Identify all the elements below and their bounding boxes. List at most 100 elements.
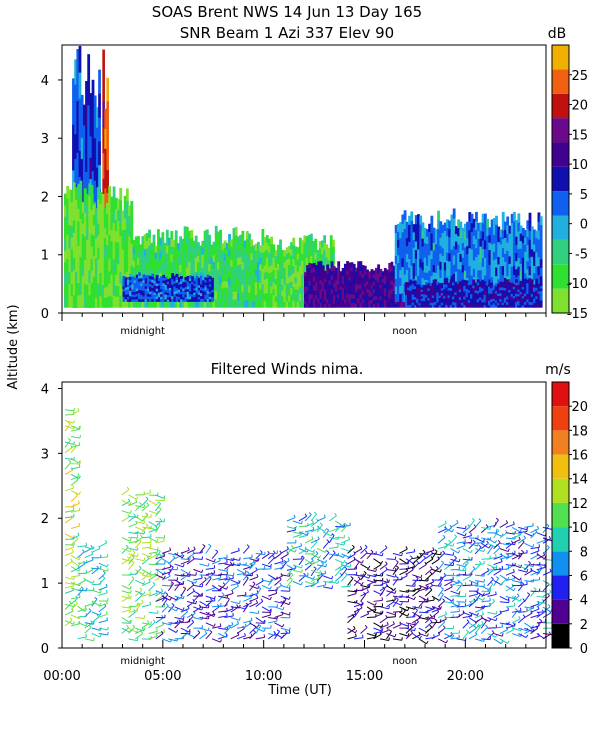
snr-cell xyxy=(321,290,325,296)
wind-barb-flag xyxy=(72,485,75,489)
snr-cell xyxy=(234,283,238,292)
snr-cell xyxy=(363,282,367,287)
snr-cell xyxy=(481,266,485,276)
snr-cell xyxy=(419,275,423,285)
snr-cell xyxy=(184,286,188,290)
wind-barb-flag xyxy=(225,586,229,590)
snr-cell xyxy=(408,249,411,260)
wind-barb xyxy=(193,616,203,621)
snr-cell xyxy=(290,281,293,289)
snr-cell xyxy=(434,236,438,245)
snr-cell xyxy=(420,284,424,288)
wind-barb-flag xyxy=(72,507,75,511)
wind-barb-flag xyxy=(257,623,261,627)
wind-barb xyxy=(141,525,149,533)
snr-cell xyxy=(326,264,330,270)
snr-cell xyxy=(429,304,433,308)
snr-cell xyxy=(199,298,203,302)
snr-cell xyxy=(392,274,396,279)
wind-barb xyxy=(155,551,161,560)
wind-barb xyxy=(230,585,239,592)
snr-cell xyxy=(483,248,487,258)
snr-cell xyxy=(422,293,426,297)
snr-cell xyxy=(70,260,74,273)
snr-cell xyxy=(452,279,455,283)
snr-cell xyxy=(182,279,186,282)
snr-cell xyxy=(377,281,381,287)
snr-cell xyxy=(503,282,507,286)
snr-cell xyxy=(479,299,482,303)
snr-cell xyxy=(467,282,471,286)
wind-barb xyxy=(218,610,228,613)
snr-cell xyxy=(419,224,423,234)
snr-cell xyxy=(377,272,381,278)
snr-cell xyxy=(359,274,363,281)
snr-cell xyxy=(66,246,70,260)
wind-barb xyxy=(70,597,79,605)
snr-cell xyxy=(370,303,374,308)
snr-cell xyxy=(177,281,181,285)
wind-barb xyxy=(211,574,222,577)
wind-barb-flag xyxy=(359,545,363,550)
snr-cell xyxy=(467,304,471,308)
snr-cell xyxy=(377,277,381,282)
wind-barb xyxy=(98,619,108,624)
snr-cell xyxy=(337,265,341,271)
wind-barb-flag xyxy=(75,492,79,496)
wind-barb xyxy=(155,503,162,512)
snr-cell xyxy=(423,227,427,236)
snr-cell xyxy=(303,235,307,244)
snr-cell xyxy=(186,286,190,290)
snr-cell xyxy=(186,278,190,282)
snr-cell xyxy=(93,95,97,118)
snr-cell xyxy=(490,298,494,303)
snr-cell xyxy=(81,212,85,224)
wind-barb-flag xyxy=(149,489,152,493)
snr-cell xyxy=(467,284,471,288)
snr-cell xyxy=(434,298,437,303)
wind-barb xyxy=(211,577,221,581)
snr-cell xyxy=(70,213,74,226)
snr-cell xyxy=(173,288,177,292)
snr-cell xyxy=(521,272,525,280)
wind-barb xyxy=(268,616,278,620)
snr-cell xyxy=(361,281,365,287)
wind-barb xyxy=(64,551,74,557)
wind-barb xyxy=(310,527,320,533)
snr-cell xyxy=(217,284,220,293)
snr-cell xyxy=(101,284,105,297)
snr-cell xyxy=(128,225,131,237)
wind-barb-flag xyxy=(361,602,364,606)
wind-barb xyxy=(242,572,250,581)
snr-cell xyxy=(188,269,191,278)
snr-cell xyxy=(306,265,310,270)
snr-cell xyxy=(481,304,485,308)
snr-cell xyxy=(257,254,260,262)
snr-cell xyxy=(512,304,516,308)
wind-barb xyxy=(135,505,145,509)
snr-cell xyxy=(368,274,372,279)
snr-cell xyxy=(517,302,521,306)
snr-cell xyxy=(88,220,92,234)
snr-cell xyxy=(296,259,300,266)
snr-cell xyxy=(346,293,349,299)
snr-cell xyxy=(528,257,532,267)
snr-cell xyxy=(68,224,72,237)
snr-cell xyxy=(501,284,505,288)
snr-cell xyxy=(497,263,501,272)
snr-cell xyxy=(535,292,539,297)
snr-cell xyxy=(532,298,536,301)
wind-barb xyxy=(316,574,324,582)
snr-cell xyxy=(217,299,220,308)
snr-cell xyxy=(133,279,137,283)
snr-cell xyxy=(350,284,354,290)
snr-cell xyxy=(505,298,509,303)
snr-cell xyxy=(468,229,472,240)
snr-cell xyxy=(438,290,442,294)
snr-cell xyxy=(129,273,132,278)
snr-cell xyxy=(425,272,429,281)
snr-cell xyxy=(409,304,413,308)
wind-barb-flag xyxy=(165,603,169,607)
wind-barb-flag xyxy=(143,504,146,508)
wind-barb xyxy=(128,547,138,551)
